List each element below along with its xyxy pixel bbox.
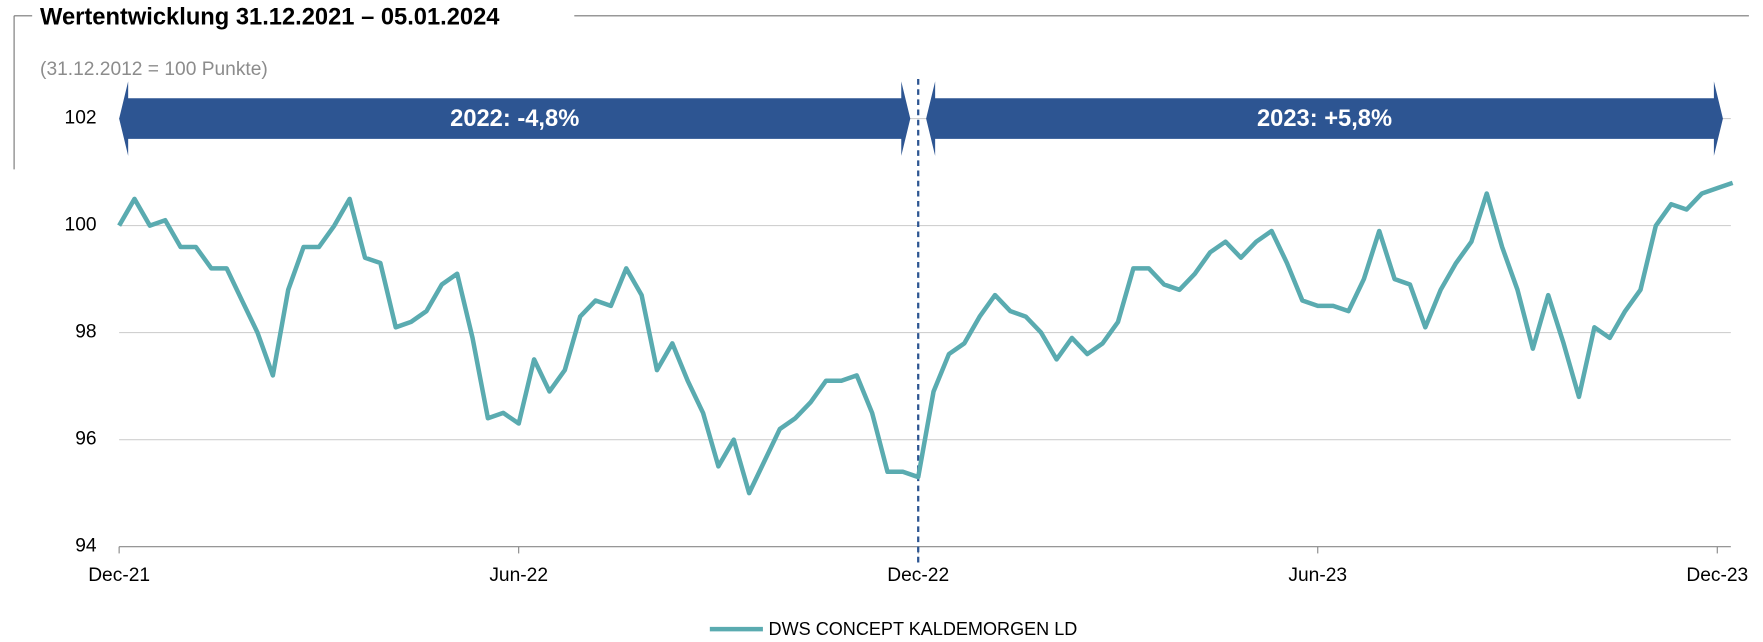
x-tick-label: Jun-23 — [1288, 565, 1347, 586]
y-tick-label: 96 — [75, 429, 96, 450]
annotation: 2023: +5,8% — [1257, 106, 1392, 132]
y-tick-label: 98 — [75, 322, 96, 343]
period-arrow — [119, 81, 911, 156]
x-tick-label: Dec-22 — [887, 565, 949, 586]
y-tick-label: 94 — [75, 536, 97, 557]
legend-label: DWS CONCEPT KALDEMORGEN LD — [769, 619, 1078, 637]
x-tick-label: Dec-21 — [88, 565, 150, 586]
data-line — [117, 180, 1734, 496]
x-tick-label: Jun-22 — [489, 565, 548, 586]
x-tick-label: Dec-23 — [1686, 565, 1748, 586]
period-arrow — [926, 81, 1723, 156]
annotation: 2022: -4,8% — [450, 106, 579, 132]
y-tick-label: 100 — [65, 215, 97, 236]
y-tick-label: 102 — [65, 108, 97, 129]
subtitle: (31.12.2012 = 100 Punkte) — [40, 59, 268, 80]
chart-title: Wertentwicklung 31.12.2021 – 05.01.2024 — [40, 4, 500, 30]
